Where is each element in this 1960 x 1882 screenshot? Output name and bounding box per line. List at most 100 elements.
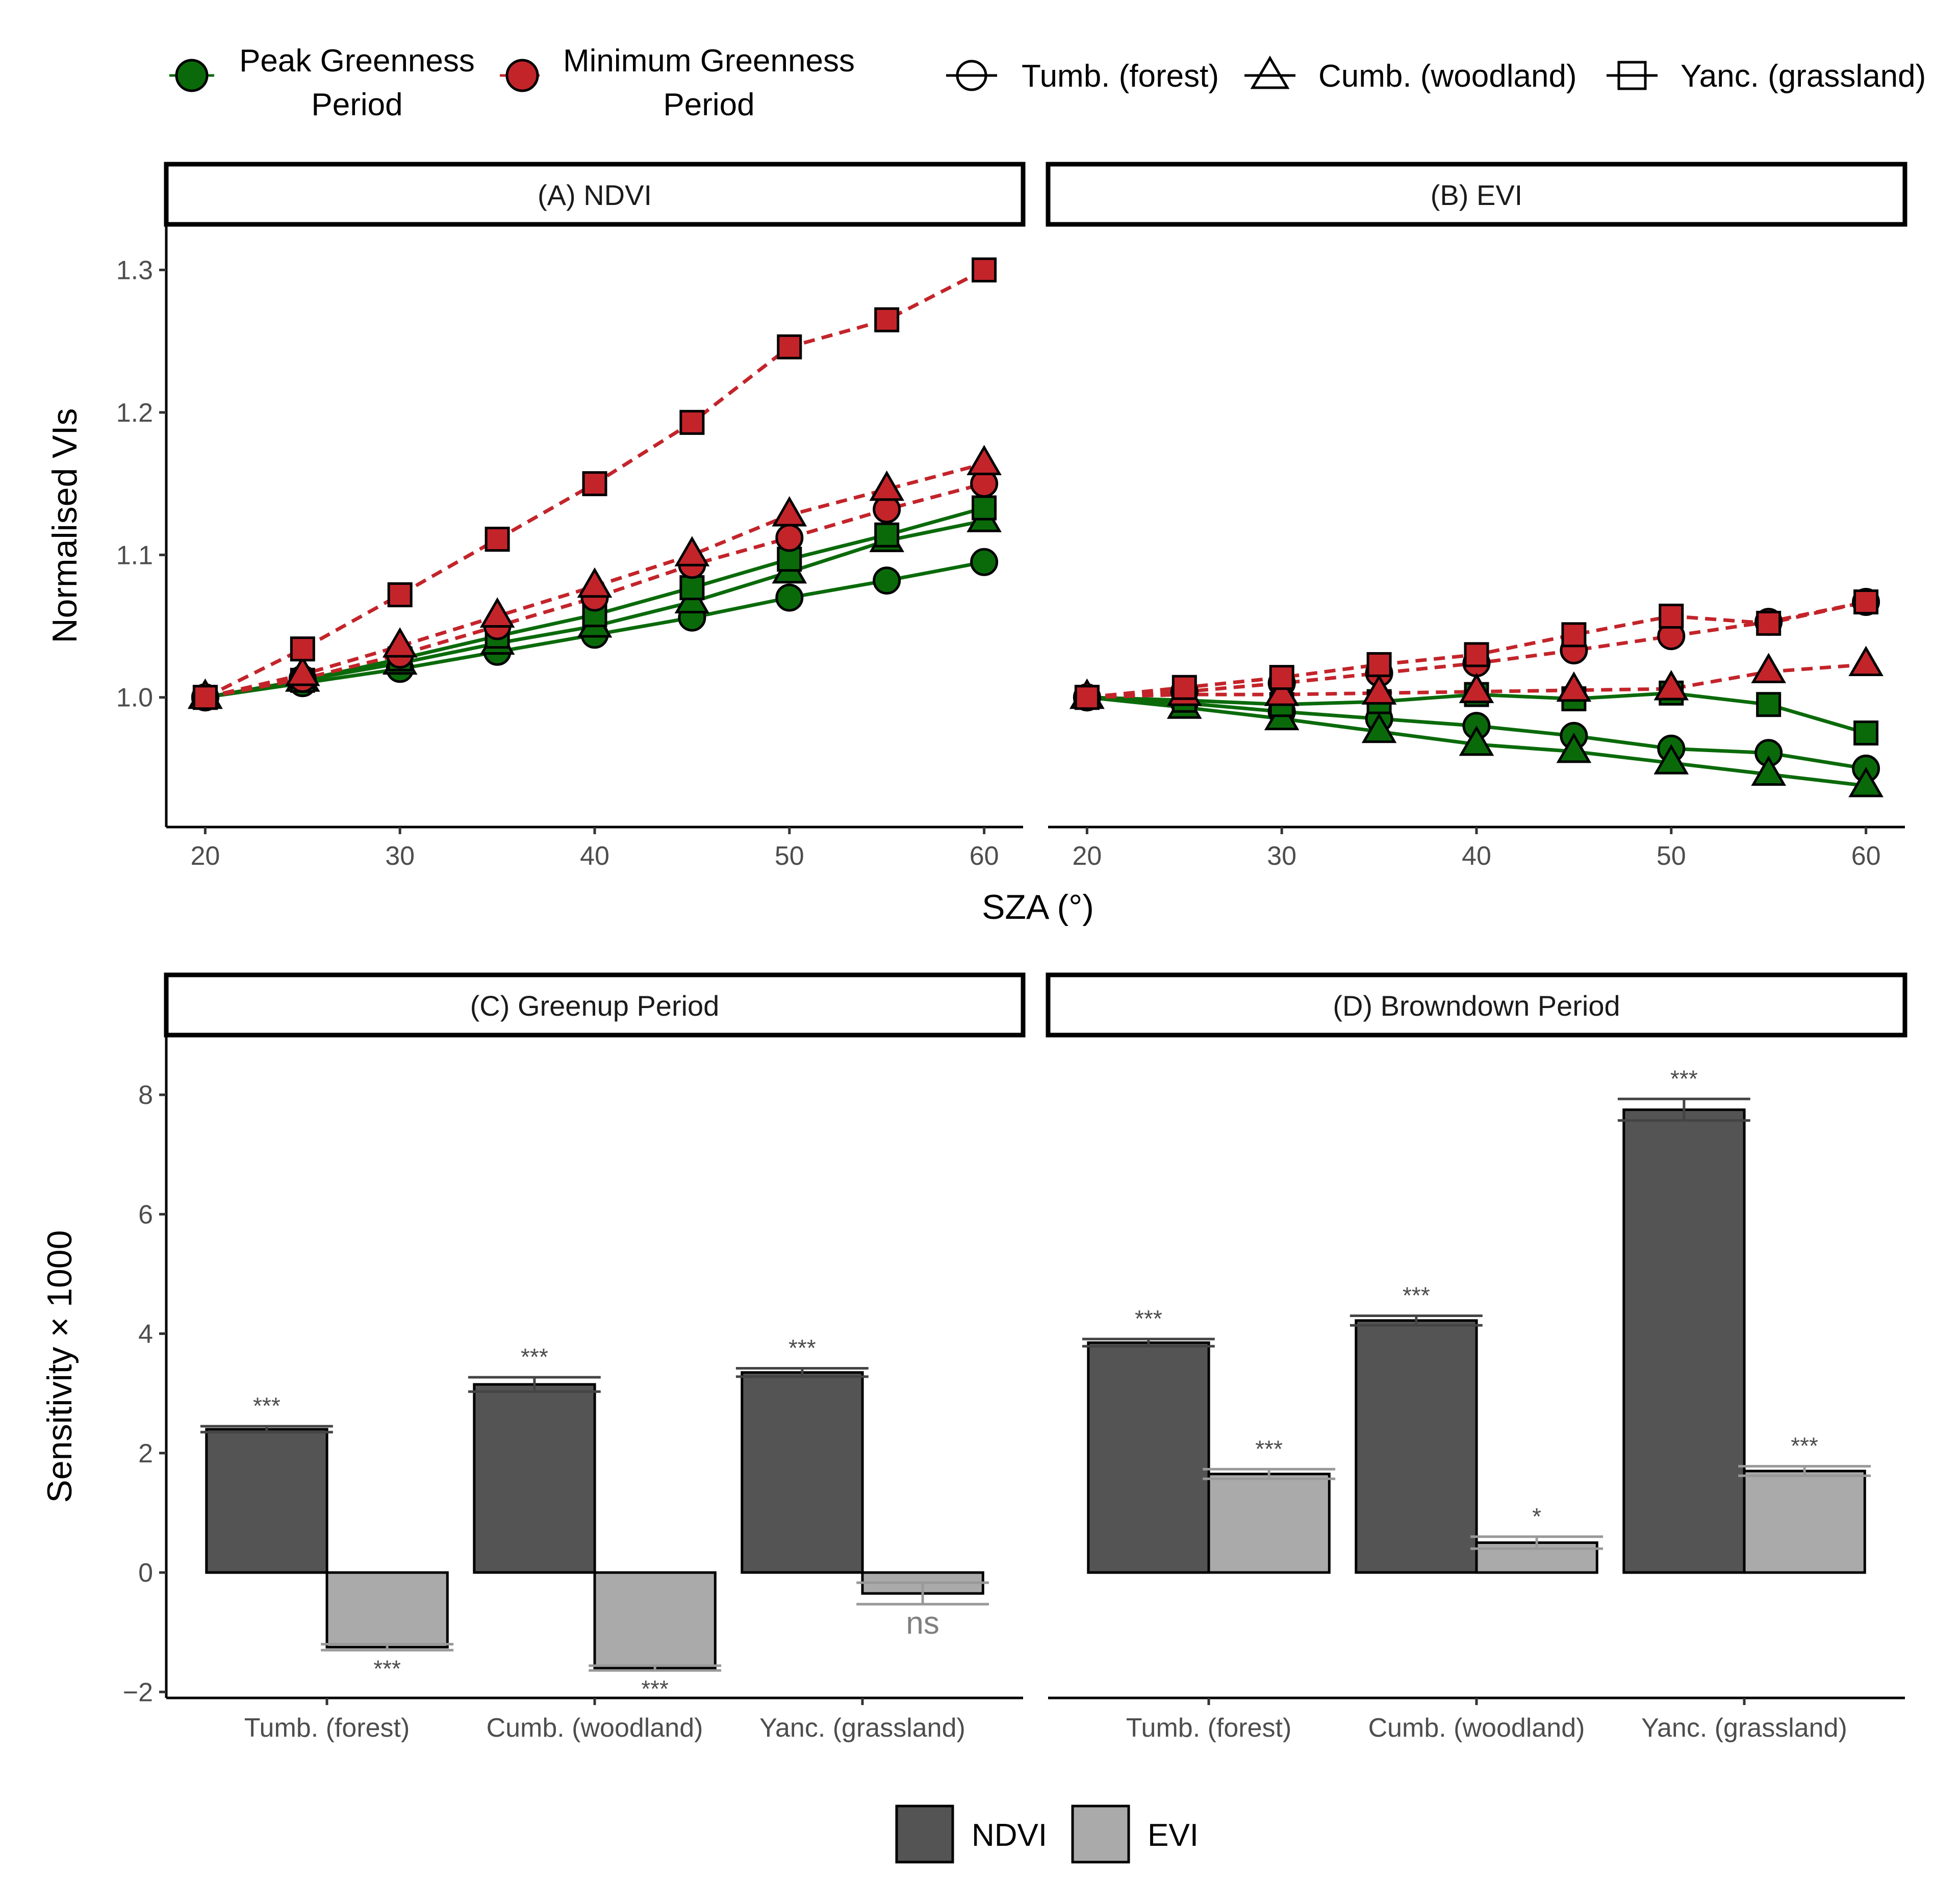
ndvi-bar [473,1383,596,1574]
legend-item-yanc: Yanc. (grassland) [1607,59,1926,94]
data-point-square [1464,642,1489,667]
data-point-square [679,409,705,435]
data-point-square [1853,720,1879,746]
data-point-triangle [1751,653,1787,683]
data-point-triangle [285,656,320,686]
panel-d: (D) Browndown Period Tumb. (forest) Cumb.… [1046,972,1907,1743]
significance-label: *** [788,1335,816,1361]
y-tick-label: 4 [138,1320,153,1349]
x-tick-label: 30 [385,841,415,871]
legend-cumb-label: Cumb. (woodland) [1318,59,1577,94]
data-point-square [1659,603,1684,629]
significance-label: *** [1670,1065,1698,1092]
data-point-square [1366,652,1392,677]
significance-label: *** [253,1393,281,1419]
legend-top: Peak Greenness Period Minimum Greenness … [169,43,1926,122]
y-tick-label: 0 [138,1558,153,1588]
data-point-square [290,636,315,662]
data-point-square [972,495,997,521]
data-point-square [485,527,510,552]
data-point-square [874,522,900,548]
data-point-square [582,471,607,497]
category-label: Tumb. (forest) [1126,1713,1292,1743]
data-point-square [1756,692,1781,717]
significance-label: *** [1403,1282,1430,1309]
legend-bottom: NDVI EVI [895,1804,1199,1864]
data-point-square [1561,622,1587,648]
legend-ndvi-label: NDVI [972,1818,1047,1853]
y-axis-title-bottom: Sensitivity × 1000 [40,1230,79,1503]
y-tick-label: 2 [138,1439,153,1468]
data-point-square [1756,610,1781,636]
panel-d-data: **************** [1082,1065,1871,1574]
y-tick-label: 1.0 [116,683,153,713]
panel-a-data [188,257,1002,712]
panel-d-ticks: Tumb. (forest) Cumb. (woodland) Yanc. (gra… [1126,1698,1847,1743]
category-label: Yanc. (grassland) [1641,1713,1847,1743]
legend-yanc-label: Yanc. (grassland) [1681,59,1926,94]
legend-circle-icon [956,60,987,91]
data-point-triangle [1361,674,1397,705]
panel-b: (B) EVI 20 30 40 50 60 [1046,162,1907,871]
y-tick-label: 1.2 [116,398,153,428]
legend-item-tumb: Tumb. (forest) [946,59,1219,94]
y-tick-label: −2 [123,1678,153,1707]
data-point-triangle [1556,671,1592,702]
legend-peak-label-2: Period [311,87,402,122]
x-tick-label: 30 [1267,841,1296,871]
strip-b [1046,162,1907,227]
data-point-triangle [1556,732,1592,763]
legend-minimum-label-2: Period [663,87,754,122]
panel-a-title: (A) NDVI [538,179,652,211]
x-tick-label: 50 [1657,841,1686,871]
legend-evi-label: EVI [1148,1818,1199,1853]
panel-c-data: *** *** *** *** *** ns [200,1335,989,1702]
legend-item-cumb: Cumb. (woodland) [1244,56,1577,94]
ndvi-bar [1355,1319,1478,1574]
x-tick-label: 50 [775,841,804,871]
significance-label: *** [373,1655,401,1682]
data-point-triangle [966,445,1002,475]
y-tick-label: 1.3 [116,255,153,285]
data-point-circle [775,524,804,552]
category-label: Tumb. (forest) [244,1713,410,1743]
data-point-square [1269,665,1294,690]
category-label: Cumb. (woodland) [487,1713,703,1743]
data-point-triangle [674,536,710,566]
significance-label: * [1532,1503,1541,1530]
x-tick-label: 60 [970,841,999,871]
data-point-triangle [382,627,418,658]
strip-d [1046,972,1907,1038]
significance-label: *** [1255,1435,1283,1462]
data-point-square [777,334,802,359]
data-point-triangle [1459,673,1494,704]
data-point-circle [775,583,804,612]
panel-b-title: (B) EVI [1431,179,1522,211]
data-point-square [192,685,218,710]
legend-item-minimum: Minimum Greenness Period [500,43,855,122]
panel-c: (C) Greenup Period −2 0 2 4 6 8 Tumb. (forest)… [123,972,1026,1743]
legend-evi-swatch [1071,1804,1130,1864]
data-point-triangle [1361,712,1397,743]
data-point-triangle [772,496,807,527]
ndvi-bar [741,1371,864,1574]
x-tick-label: 60 [1851,841,1881,871]
panel-c-title: (C) Greenup Period [470,990,720,1022]
category-label: Yanc. (grassland) [759,1713,965,1743]
legend-minimum-label-1: Minimum Greenness [563,43,855,79]
data-point-square [387,582,413,607]
data-point-square [1853,589,1879,614]
data-point-triangle [1653,744,1689,775]
panel-c-ticks: −2 0 2 4 6 8 Tumb. (forest) Cumb. (woodland) Yan… [123,1080,965,1743]
data-point-square [1074,685,1100,710]
significance-label: *** [1135,1305,1162,1332]
significance-label: ns [906,1606,939,1641]
data-point-square [972,257,997,282]
y-tick-label: 8 [138,1080,153,1110]
strip-a [164,162,1026,227]
panel-a: (A) NDVI 20 30 40 50 60 1.0 1.1 1.2 1.3 [116,162,1026,871]
significance-label: *** [1791,1433,1818,1459]
y-tick-label: 1.1 [116,540,153,570]
evi-bar [1207,1473,1331,1574]
